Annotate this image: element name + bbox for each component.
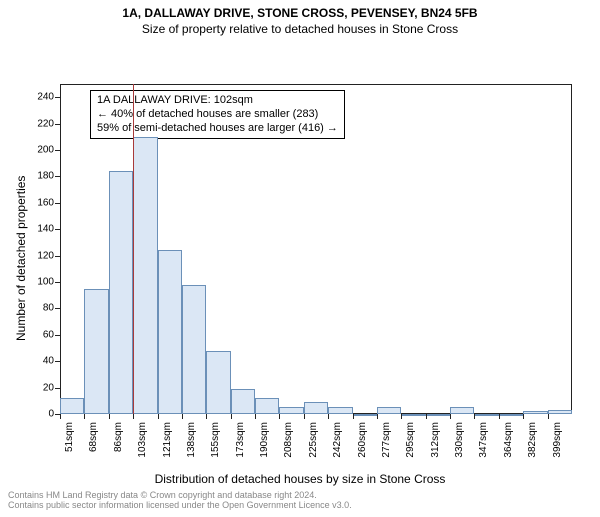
y-tick-mark [55, 308, 60, 309]
histogram-bar [60, 398, 84, 414]
x-tick-mark [60, 414, 61, 419]
histogram-bar [474, 414, 498, 416]
histogram-bar [84, 289, 108, 414]
y-tick-mark [55, 388, 60, 389]
y-tick-label: 240 [30, 92, 54, 103]
x-tick-mark [231, 414, 232, 419]
x-tick-label: 260sqm [357, 422, 368, 458]
histogram-bar [499, 414, 523, 416]
x-tick-mark [328, 414, 329, 419]
histogram-bar [182, 285, 206, 414]
histogram-bar [401, 414, 425, 416]
x-tick-mark [353, 414, 354, 419]
histogram-bar [255, 398, 279, 414]
x-tick-label: 364sqm [503, 422, 514, 458]
x-tick-label: 208sqm [283, 422, 294, 458]
histogram-bar [109, 171, 133, 414]
y-tick-label: 40 [30, 356, 54, 367]
x-tick-label: 138sqm [186, 422, 197, 458]
page-subtitle: Size of property relative to detached ho… [0, 20, 600, 38]
x-tick-label: 51sqm [64, 422, 75, 452]
x-tick-mark [206, 414, 207, 419]
y-tick-mark [55, 335, 60, 336]
x-tick-label: 295sqm [405, 422, 416, 458]
y-tick-label: 0 [30, 409, 54, 420]
chart-container: Number of detached properties 1A DALLAWA… [0, 38, 600, 472]
y-tick-label: 80 [30, 303, 54, 314]
page-title: 1A, DALLAWAY DRIVE, STONE CROSS, PEVENSE… [0, 0, 600, 20]
footer: Contains HM Land Registry data © Crown c… [0, 490, 600, 517]
histogram-bar [450, 407, 474, 414]
x-tick-mark [401, 414, 402, 419]
x-tick-label: 330sqm [454, 422, 465, 458]
x-tick-label: 347sqm [478, 422, 489, 458]
x-tick-label: 121sqm [162, 422, 173, 458]
y-tick-label: 20 [30, 382, 54, 393]
x-tick-label: 155sqm [210, 422, 221, 458]
x-tick-label: 399sqm [552, 422, 563, 458]
x-tick-mark [523, 414, 524, 419]
y-tick-label: 180 [30, 171, 54, 182]
x-tick-mark [133, 414, 134, 419]
histogram-bar [426, 414, 450, 416]
histogram-bar [133, 137, 157, 414]
x-tick-mark [84, 414, 85, 419]
y-tick-label: 220 [30, 118, 54, 129]
histogram-bar [328, 407, 352, 414]
y-tick-mark [55, 229, 60, 230]
histogram-bar [377, 407, 401, 414]
y-tick-label: 60 [30, 329, 54, 340]
histogram-bar [523, 411, 547, 414]
footer-line-2: Contains public sector information licen… [8, 500, 592, 510]
y-tick-label: 140 [30, 224, 54, 235]
legend-box: 1A DALLAWAY DRIVE: 102sqm ← 40% of detac… [90, 90, 345, 139]
x-tick-label: 86sqm [113, 422, 124, 452]
reference-line [133, 84, 134, 414]
x-tick-label: 173sqm [235, 422, 246, 458]
y-axis-label: Number of detached properties [14, 176, 28, 341]
x-axis-label: Distribution of detached houses by size … [0, 472, 600, 490]
x-tick-mark [255, 414, 256, 419]
y-tick-label: 160 [30, 197, 54, 208]
footer-line-1: Contains HM Land Registry data © Crown c… [8, 490, 592, 500]
x-tick-mark [279, 414, 280, 419]
y-tick-mark [55, 176, 60, 177]
y-tick-mark [55, 150, 60, 151]
x-tick-mark [499, 414, 500, 419]
x-tick-label: 277sqm [381, 422, 392, 458]
x-tick-label: 103sqm [137, 422, 148, 458]
x-tick-mark [304, 414, 305, 419]
histogram-bar [279, 407, 303, 414]
y-tick-mark [55, 361, 60, 362]
x-tick-mark [182, 414, 183, 419]
histogram-bar [353, 414, 377, 416]
histogram-bar [158, 250, 182, 414]
x-tick-mark [377, 414, 378, 419]
x-tick-mark [548, 414, 549, 419]
histogram-bar [231, 389, 255, 414]
x-tick-label: 242sqm [332, 422, 343, 458]
y-tick-mark [55, 256, 60, 257]
x-tick-mark [109, 414, 110, 419]
x-tick-label: 312sqm [430, 422, 441, 458]
x-tick-mark [158, 414, 159, 419]
y-tick-label: 120 [30, 250, 54, 261]
y-tick-label: 100 [30, 277, 54, 288]
x-tick-mark [450, 414, 451, 419]
x-tick-label: 68sqm [88, 422, 99, 452]
y-tick-label: 200 [30, 145, 54, 156]
x-tick-mark [426, 414, 427, 419]
x-tick-label: 225sqm [308, 422, 319, 458]
y-tick-mark [55, 282, 60, 283]
histogram-bar [548, 410, 572, 414]
x-tick-label: 190sqm [259, 422, 270, 458]
x-tick-label: 382sqm [527, 422, 538, 458]
y-tick-mark [55, 203, 60, 204]
histogram-bar [206, 351, 230, 414]
histogram-bar [304, 402, 328, 414]
y-tick-mark [55, 97, 60, 98]
x-tick-mark [474, 414, 475, 419]
y-tick-mark [55, 124, 60, 125]
